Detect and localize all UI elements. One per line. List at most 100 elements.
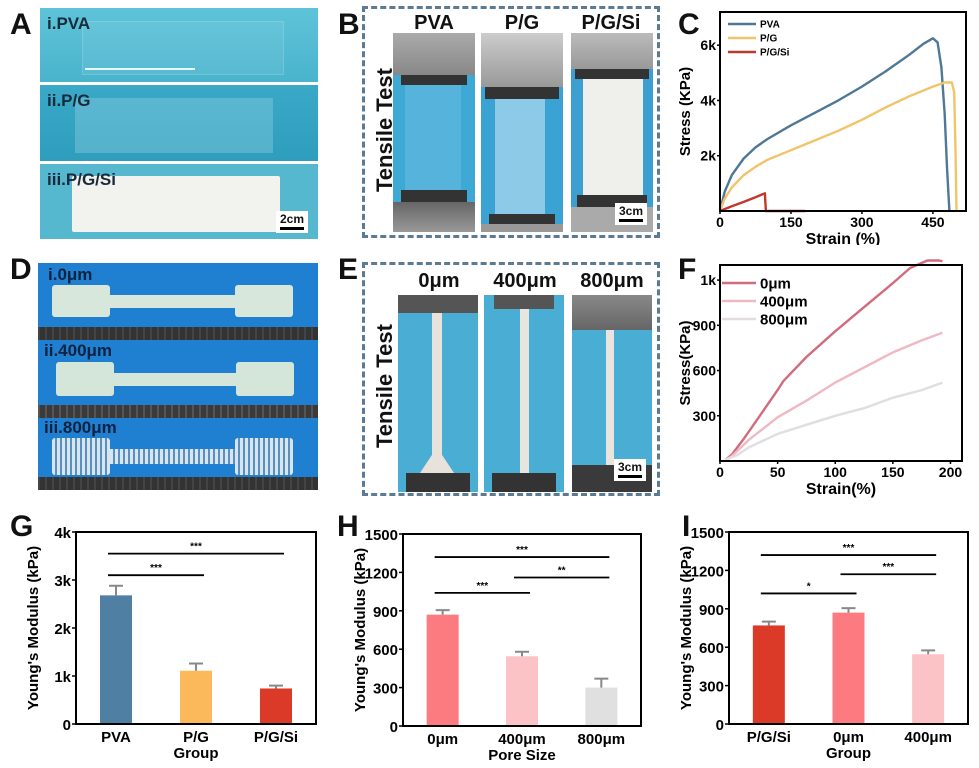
photo-pva-film: i.PVA bbox=[40, 8, 318, 82]
x-tick-label: 400μm bbox=[498, 731, 546, 748]
photo-tensile-pg bbox=[481, 33, 563, 232]
panel-label-b: B bbox=[338, 8, 360, 41]
y-tick-label: 4k bbox=[54, 525, 71, 542]
photo-pgsi-film: iii.P/G/Si 2cm bbox=[40, 164, 318, 239]
significance-label: *** bbox=[150, 563, 162, 574]
x-tick-label: 0 bbox=[716, 214, 724, 230]
plot-frame bbox=[719, 11, 967, 212]
y-tick-label: 1k bbox=[54, 669, 71, 686]
scale-bar-label: 2cm bbox=[280, 212, 305, 226]
y-tick-label: 6k bbox=[700, 37, 716, 53]
sample-label: iii.P/G/Si bbox=[47, 170, 116, 189]
legend-label: P/G bbox=[760, 34, 777, 45]
column-title: 400μm bbox=[493, 270, 557, 292]
bar bbox=[585, 687, 618, 726]
panel-label-h: H bbox=[337, 510, 359, 543]
y-axis-title: Stress (KPa) bbox=[677, 67, 694, 156]
x-axis-title: Pore Size bbox=[488, 747, 556, 764]
scale-bar-label: 3cm bbox=[618, 460, 643, 474]
column-title: P/G/Si bbox=[581, 12, 641, 34]
legend-label: PVA bbox=[760, 20, 780, 31]
sample-label: ii.400μm bbox=[44, 341, 113, 360]
significance-label: *** bbox=[190, 542, 202, 553]
panel-label-a: A bbox=[10, 8, 32, 41]
photo-dogbone-samples: i.0μm ii.400μm iii.800μm bbox=[38, 263, 318, 490]
bar bbox=[426, 614, 459, 726]
sample-label: ii.P/G bbox=[47, 91, 91, 110]
bar bbox=[912, 654, 945, 724]
bar bbox=[752, 625, 785, 724]
youngs-modulus-bar-chart-pore-size: 0μm 400μm 800μm030060090012001500********P… bbox=[352, 527, 642, 764]
significance-label: *** bbox=[843, 543, 855, 554]
legend-label: 400μm bbox=[760, 293, 808, 310]
significance-label: ** bbox=[558, 566, 566, 577]
y-tick-label: 900 bbox=[699, 602, 724, 619]
y-tick-label: 0 bbox=[390, 719, 398, 736]
panel-label-c: C bbox=[678, 8, 700, 41]
panel-label-f: F bbox=[678, 253, 697, 286]
column-title: 800μm bbox=[580, 270, 644, 292]
y-axis-title: Stress(KPa) bbox=[677, 320, 694, 405]
significance-label: *** bbox=[882, 562, 894, 573]
x-tick-label: P/G/Si bbox=[747, 729, 791, 746]
y-tick-label: 1500 bbox=[691, 525, 724, 542]
x-tick-label: 400μm bbox=[904, 729, 952, 746]
scale-bar: 2cm bbox=[276, 211, 309, 233]
stress-strain-chart-pore-size: 0 50 100 150 200 300 600 900 1k Strain(%) Stress(K… bbox=[677, 259, 963, 498]
x-axis-title: Group bbox=[826, 745, 871, 762]
x-tick-label: 0μm bbox=[427, 731, 458, 748]
stress-strain-chart-materials: 0 150 300 450 2k 4k 6k Strain (%) Stress (KPa) PV… bbox=[677, 11, 967, 245]
photo-tensile-pgsi: 3cm bbox=[571, 33, 653, 232]
plot-frame bbox=[402, 533, 642, 727]
x-tick-label: 150 bbox=[881, 464, 905, 480]
y-axis-title: Young's Modulus (kPa) bbox=[678, 546, 695, 710]
x-tick-label: 200 bbox=[939, 464, 963, 480]
x-tick-label: 450 bbox=[921, 214, 945, 230]
y-tick-label: 600 bbox=[699, 640, 724, 657]
significance-label: * bbox=[807, 581, 811, 592]
series-line bbox=[718, 37, 951, 212]
tensile-test-frame bbox=[362, 6, 660, 238]
x-tick-label: 100 bbox=[824, 464, 848, 480]
y-tick-label: 3k bbox=[54, 573, 71, 590]
plot-frame bbox=[719, 264, 963, 462]
y-tick-label: 0 bbox=[63, 717, 71, 734]
panel-label-e: E bbox=[338, 253, 359, 286]
y-axis-title: Young's Modulus (kPa) bbox=[25, 546, 42, 710]
y-tick-label: 1500 bbox=[365, 527, 398, 544]
scale-bar: 3cm bbox=[615, 203, 648, 225]
photo-tensile-800um: 3cm bbox=[572, 295, 652, 492]
bar bbox=[506, 656, 538, 726]
y-axis-title: Young's Modulus (kPa) bbox=[352, 548, 369, 712]
side-title: Tensile Test bbox=[372, 324, 397, 448]
y-tick-label: 1200 bbox=[691, 563, 724, 580]
bar bbox=[260, 688, 292, 724]
tensile-test-frame bbox=[362, 262, 660, 496]
column-title: PVA bbox=[414, 12, 454, 34]
bar bbox=[832, 612, 865, 724]
youngs-modulus-bar-chart-groups: P/G/Si 0μm 400μm030060090012001500*******G… bbox=[678, 525, 969, 762]
x-axis-title: Group bbox=[174, 745, 219, 762]
series-line bbox=[725, 331, 943, 461]
sample-label: i.0μm bbox=[48, 265, 93, 284]
photo-tensile-0um bbox=[398, 295, 478, 492]
youngs-modulus-bar-chart-materials: PVA P/G P/G/Si 0 1k 2k 3k 4k *** *** Group Young's … bbox=[25, 525, 317, 762]
photo-tensile-pva bbox=[393, 33, 475, 232]
column-title: 0μm bbox=[418, 270, 460, 292]
y-tick-label: 2k bbox=[700, 148, 716, 164]
photo-pg-film: ii.P/G bbox=[40, 85, 318, 161]
x-tick-label: PVA bbox=[101, 729, 131, 746]
y-tick-label: 2k bbox=[54, 621, 71, 638]
y-tick-label: 600 bbox=[373, 642, 398, 659]
plot-frame bbox=[728, 531, 969, 725]
series-line bbox=[725, 259, 943, 461]
x-tick-label: P/G bbox=[183, 729, 209, 746]
scale-bar: 3cm bbox=[614, 459, 647, 481]
x-tick-label: P/G/Si bbox=[254, 729, 298, 746]
x-axis-title: Strain(%) bbox=[806, 481, 876, 498]
y-tick-label: 300 bbox=[373, 681, 398, 698]
y-tick-label: 4k bbox=[700, 92, 716, 108]
significance-label: *** bbox=[476, 581, 488, 592]
x-tick-label: 0μm bbox=[833, 729, 864, 746]
legend-label: P/G/Si bbox=[760, 48, 790, 59]
